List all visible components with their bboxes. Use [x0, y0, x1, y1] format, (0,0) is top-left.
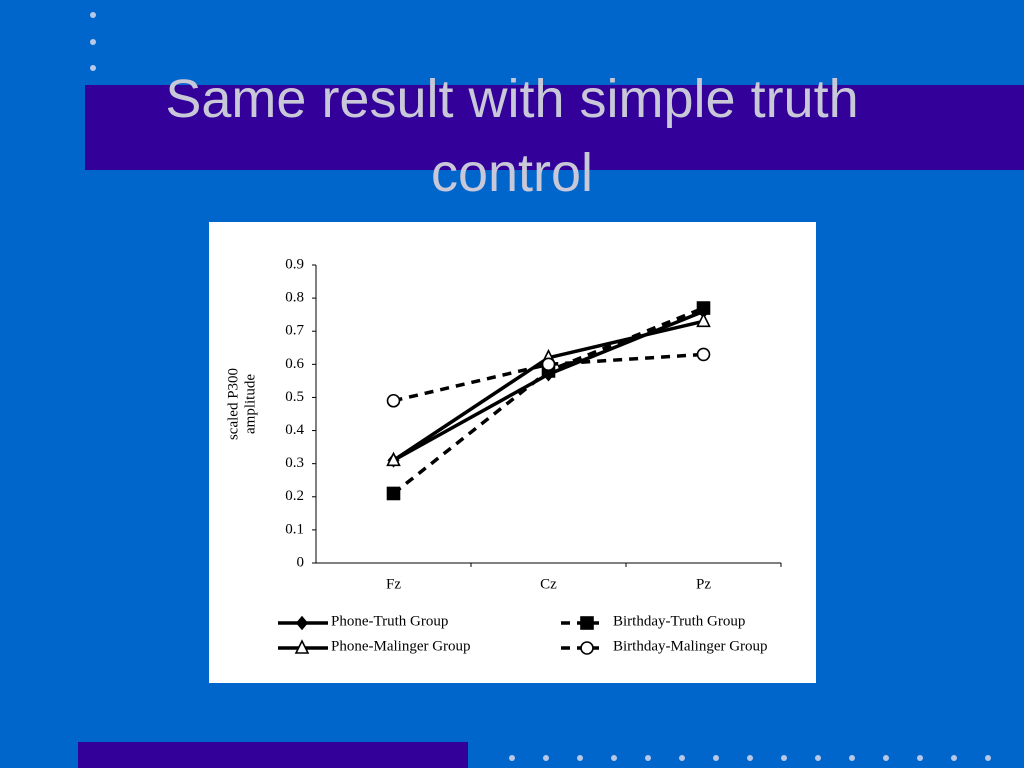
- marker: [386, 486, 401, 501]
- legend-label: Phone-Malinger Group: [331, 638, 471, 654]
- legend-label: Phone-Truth Group: [331, 613, 448, 629]
- dot: [849, 755, 855, 761]
- y-tick-label: 0.9: [285, 256, 304, 272]
- y-tick-label: 0.4: [285, 422, 304, 438]
- x-tick-label: Cz: [540, 576, 557, 592]
- y-tick-label: 0.2: [285, 488, 304, 504]
- marker: [696, 301, 711, 315]
- marker: [386, 393, 401, 408]
- marker: [696, 347, 711, 362]
- y-tick-label: 0: [297, 554, 305, 570]
- y-axis-label: scaled P300: [225, 368, 241, 440]
- marker: [294, 639, 310, 654]
- y-tick-label: 0.7: [285, 323, 304, 339]
- dot: [611, 755, 617, 761]
- series-line: [392, 319, 704, 462]
- dot: [645, 755, 651, 761]
- marker: [295, 615, 309, 631]
- dot: [951, 755, 957, 761]
- dot: [679, 755, 685, 761]
- y-tick-label: 0.8: [285, 290, 304, 306]
- y-tick-label: 0.3: [285, 455, 304, 471]
- marker: [580, 616, 594, 630]
- marker: [541, 357, 556, 372]
- dot: [781, 755, 787, 761]
- marker: [386, 451, 401, 467]
- chart: 0 0.1 0.2 0.3 0.4 0.5 0.6 0.7 0.8 0.9 scaled P300 a…: [209, 222, 816, 683]
- footer-band: [78, 742, 468, 768]
- title-band: [85, 85, 1024, 170]
- legend-label: Birthday-Truth Group: [613, 613, 745, 629]
- dot: [815, 755, 821, 761]
- marker: [696, 312, 711, 328]
- y-axis-label: amplitude: [242, 374, 258, 434]
- dot: [917, 755, 923, 761]
- dot: [883, 755, 889, 761]
- x-tick-label: Pz: [696, 576, 711, 592]
- marker: [580, 641, 594, 655]
- series-line: [392, 306, 705, 495]
- dot: [985, 755, 991, 761]
- x-tick-label: Fz: [386, 576, 401, 592]
- dot: [90, 12, 96, 18]
- legend-label: Birthday-Malinger Group: [613, 638, 768, 654]
- dot: [713, 755, 719, 761]
- dot: [543, 755, 549, 761]
- series-line: [393, 352, 704, 403]
- y-tick-label: 0.6: [285, 356, 304, 372]
- dot: [509, 755, 515, 761]
- y-tick-label: 0.5: [285, 389, 304, 405]
- dot: [90, 65, 96, 71]
- dot: [577, 755, 583, 761]
- dot: [747, 755, 753, 761]
- dot: [90, 39, 96, 45]
- slide-title: Same result with simple truth control: [165, 69, 859, 203]
- y-tick-label: 0.1: [285, 521, 304, 537]
